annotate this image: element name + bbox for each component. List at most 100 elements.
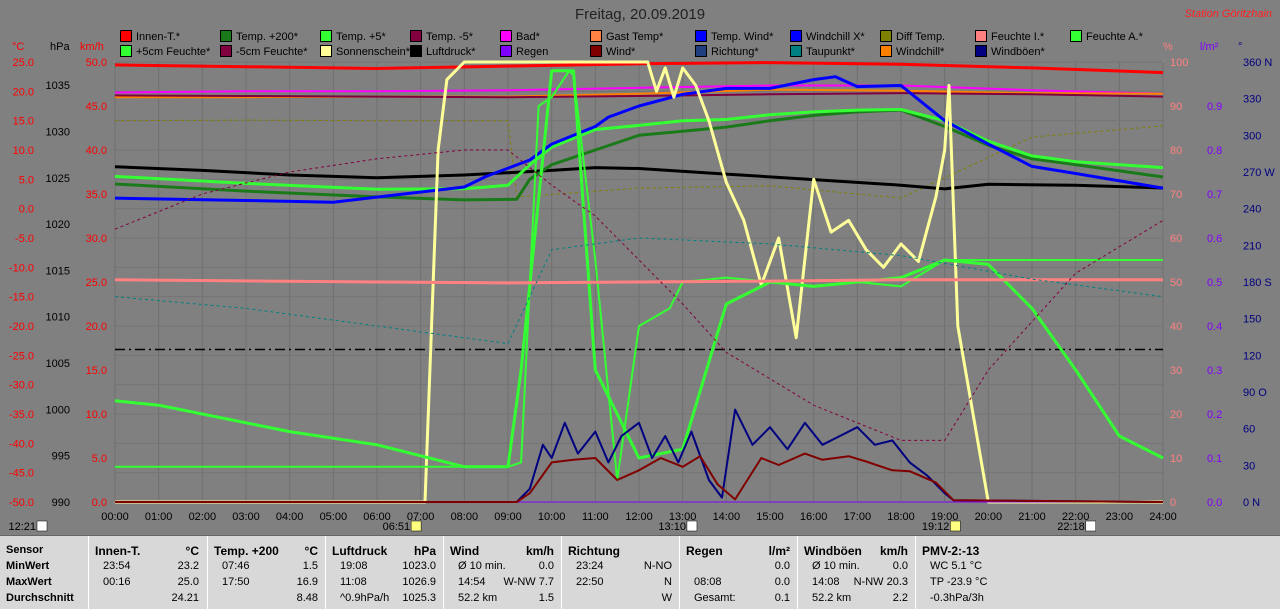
y-tick-celsius: 25.0 (13, 57, 34, 69)
series-line (114, 61, 1164, 75)
y-tick-degrees: 360 N (1243, 57, 1272, 69)
x-tick-label: 05:00 (320, 511, 348, 523)
series-line (115, 60, 1163, 504)
cell-avg-value: 1025.3 (402, 592, 436, 604)
cell-max-label: 17:50 (222, 576, 250, 588)
marker-time: 19:12 (922, 521, 950, 533)
legend-swatch (590, 45, 602, 57)
y-tick-hpa: 1030 (46, 126, 70, 138)
y-tick-lm2: 0.0 (1207, 497, 1222, 509)
legend-label: Richtung* (711, 46, 759, 58)
legend-swatch (790, 30, 802, 42)
x-tick-label: 10:00 (538, 511, 566, 523)
table-row-label: MaxWert (6, 576, 52, 588)
cell-min-value: 0.0 (774, 560, 790, 572)
table-column: PMV-2:-13 WC 5.1 °C TP -23.9 °C -0.3hPa/3h (915, 536, 1034, 609)
column-title: Temp. +200 (214, 544, 279, 558)
legend-swatch (1070, 30, 1082, 42)
column-unit: °C (304, 544, 318, 558)
legend-label: Temp. +200* (236, 31, 299, 43)
x-tick-label: 15:00 (756, 511, 784, 523)
y-tick-celsius: -30.0 (9, 380, 34, 392)
legend-item: Windböen* (975, 45, 1045, 58)
cell-min-label: 23:54 (103, 560, 131, 572)
series-line (114, 69, 1164, 469)
cell-min-label: WC 5.1 °C (930, 560, 983, 572)
cell-avg-value: 2.2 (892, 592, 908, 604)
legend-swatch (410, 30, 422, 42)
table-column: Windböen km/h Ø 10 min. 0.0 14:08 N-NW 20.3 52… (797, 536, 916, 609)
y-tick-hpa: 1005 (46, 358, 70, 370)
y-tick-hpa: 1035 (46, 80, 70, 92)
legend-swatch (975, 30, 987, 42)
y-tick-percent: 90 (1170, 101, 1182, 113)
column-title: Wind (450, 544, 480, 558)
marker-time: 22:18 (1057, 521, 1085, 533)
legend-swatch (320, 30, 332, 42)
legend-swatch (220, 30, 232, 42)
table-column: Regen l/m² 0.0 08:08 0.0 Gesamt: 0.1 (679, 536, 798, 609)
series-line (114, 92, 1164, 99)
y-tick-lm2: 0.4 (1207, 321, 1222, 333)
x-tick-label: 02:00 (189, 511, 217, 523)
legend-label: Diff Temp. (896, 31, 946, 43)
cell-max-value: W-NW 7.7 (503, 576, 554, 588)
marker-moon-icon (1085, 520, 1097, 532)
y-tick-lm2: 0.2 (1207, 409, 1222, 421)
x-tick-label: 11:00 (582, 511, 609, 523)
y-tick-celsius: -10.0 (9, 262, 34, 274)
y-tick-kmh: 30.0 (86, 233, 107, 245)
legend-swatch (320, 45, 332, 57)
cell-min-label: 23:24 (576, 560, 604, 572)
legend-item: Windchill* (880, 45, 944, 58)
y-tick-kmh: 50.0 (86, 57, 107, 69)
x-tick-label: 18:00 (887, 511, 915, 523)
cell-max-value: N-NW 20.3 (853, 576, 908, 588)
x-tick-label: 09:00 (494, 511, 522, 523)
legend-label: Innen-T.* (136, 31, 181, 43)
axis-header-kmh: km/h (80, 41, 104, 53)
legend-item: Sonnenschein* (320, 45, 410, 58)
cell-min-label: Ø 10 min. (812, 560, 860, 572)
cell-max-value: N (664, 576, 672, 588)
y-tick-hpa: 1010 (46, 312, 70, 324)
y-tick-hpa: 1025 (46, 173, 70, 185)
x-tick-label: 00:00 (101, 511, 129, 523)
legend-item: -5cm Feuchte* (220, 45, 308, 58)
cell-avg-label: 52.2 km (458, 592, 498, 604)
y-tick-celsius: -25.0 (9, 350, 34, 362)
series-line (115, 408, 1164, 503)
legend-item: Bad* (500, 30, 540, 43)
legend-item: Regen (500, 45, 548, 58)
cell-avg-label: 52.2 km (812, 592, 852, 604)
legend-item: Feuchte A.* (1070, 30, 1143, 43)
series-line (114, 149, 1164, 441)
marker-time: 12:21 (8, 521, 36, 533)
cell-min-value: 1.5 (302, 560, 318, 572)
column-unit: km/h (525, 544, 554, 558)
x-tick-label: 06:00 (363, 511, 391, 523)
legend-label: -5cm Feuchte* (236, 46, 308, 58)
x-tick-label: 20:00 (975, 511, 1003, 523)
legend-label: Sonnenschein* (336, 46, 411, 58)
table-column: Wind km/h Ø 10 min. 0.0 14:54 W-NW 7.7 52.2 km… (443, 536, 562, 609)
series-line (114, 84, 1164, 95)
marker-moonrise-icon (686, 520, 698, 532)
y-tick-degrees: 120 (1243, 350, 1261, 362)
y-tick-celsius: -45.0 (9, 468, 34, 480)
series-line (114, 108, 1164, 191)
cell-max-label: 14:54 (458, 576, 486, 588)
y-tick-degrees: 90 O (1243, 387, 1267, 399)
legend-item: Temp. +200* (220, 30, 298, 43)
y-tick-celsius: 15.0 (13, 116, 34, 128)
y-tick-kmh: 0.0 (92, 497, 107, 509)
table-column: Luftdruck hPa 19:08 1023.0 11:08 1026.9 ^0.9hP… (325, 536, 444, 609)
chart-title: Freitag, 20.09.2019 (574, 6, 706, 23)
y-tick-percent: 40 (1170, 321, 1182, 333)
axis-header-hpa: hPa (50, 41, 70, 53)
y-tick-kmh: 25.0 (86, 277, 107, 289)
series-line (114, 75, 1164, 204)
column-unit: km/h (879, 544, 908, 558)
column-title: PMV-2:-13 (922, 544, 980, 558)
legend-item: Windchill X* (790, 30, 865, 43)
